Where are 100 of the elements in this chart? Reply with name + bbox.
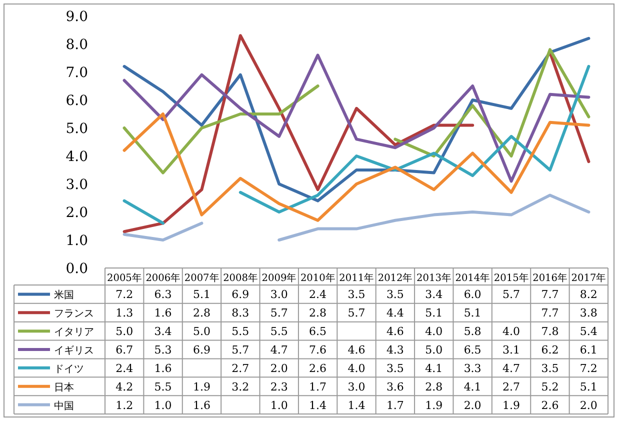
x-tick-label: 2011年 (339, 272, 375, 284)
legend-label: 中国 (54, 400, 74, 412)
data-label: 6.7 (116, 344, 134, 356)
data-label: 6.9 (192, 344, 210, 356)
data-label: 5.2 (541, 380, 559, 394)
y-tick-label: 7.0 (66, 65, 88, 81)
data-label: 5.1 (464, 306, 482, 320)
x-tick-label: 2014年 (455, 272, 491, 284)
data-label: 1.6 (192, 398, 210, 412)
data-label: 4.4 (386, 306, 404, 320)
x-tick-label: 2013年 (416, 272, 452, 284)
y-tick-label: 3.0 (66, 177, 88, 193)
data-label: 4.7 (270, 344, 288, 356)
data-label: 4.0 (425, 325, 443, 338)
data-label: 5.8 (464, 325, 482, 338)
legend-label: ドイツ (54, 364, 84, 375)
data-label: 4.1 (425, 362, 443, 375)
data-label: 2.7 (232, 362, 250, 375)
data-label: 3.5 (386, 362, 404, 375)
data-label: 3.5 (541, 362, 559, 375)
x-tick-label: 2006年 (146, 272, 182, 284)
data-label: 5.3 (154, 344, 172, 356)
data-label: 6.1 (580, 344, 598, 356)
data-label: 2.7 (502, 380, 520, 394)
data-label: 5.5 (154, 380, 172, 394)
data-label: 1.9 (192, 380, 210, 394)
data-label: 5.0 (425, 344, 443, 356)
data-label: 1.7 (386, 398, 404, 412)
data-label: 7.7 (541, 288, 559, 302)
x-tick-label: 2017年 (571, 272, 607, 284)
data-label: 4.0 (502, 325, 520, 338)
y-tick-label: 9.0 (66, 9, 88, 25)
data-label: 2.0 (464, 398, 482, 412)
x-tick-label: 2009年 (262, 272, 298, 284)
data-label: 5.7 (270, 306, 288, 320)
data-label: 1.2 (116, 398, 134, 412)
data-label: 5.1 (580, 380, 598, 394)
legend-label: イギリス (54, 344, 94, 356)
data-label: 7.7 (541, 306, 559, 320)
data-label: 5.1 (192, 288, 210, 302)
data-label: 6.5 (309, 325, 327, 338)
data-label: 2.6 (541, 398, 559, 412)
data-label: 1.6 (154, 362, 172, 375)
data-label: 1.4 (348, 398, 366, 412)
data-label: 3.4 (154, 325, 172, 338)
data-label: 2.8 (192, 306, 210, 320)
data-label: 1.9 (502, 398, 520, 412)
data-label: 5.7 (232, 344, 250, 356)
data-label: 1.0 (270, 398, 288, 412)
data-label: 1.9 (425, 398, 443, 412)
data-label: 4.3 (386, 344, 404, 356)
data-label: 5.1 (425, 306, 443, 320)
data-label: 2.8 (425, 380, 443, 394)
data-label: 5.7 (502, 288, 520, 302)
data-label: 3.5 (386, 288, 404, 302)
legend-label: フランス (54, 308, 94, 320)
legend-label: 米国 (54, 289, 74, 302)
data-label: 1.6 (154, 306, 172, 320)
y-tick-label: 2.0 (66, 205, 88, 221)
data-label: 3.0 (348, 380, 366, 394)
data-label: 7.8 (541, 325, 559, 338)
y-tick-label: 1.0 (66, 233, 88, 249)
data-label: 3.8 (580, 306, 598, 320)
data-label: 3.4 (425, 288, 443, 302)
data-label: 7.2 (580, 362, 598, 375)
x-tick-label: 2010年 (300, 272, 336, 284)
x-tick-label: 2012年 (378, 272, 414, 284)
data-label: 3.1 (502, 344, 520, 356)
data-label: 1.4 (309, 398, 327, 412)
y-tick-label: 8.0 (66, 37, 88, 53)
data-label: 1.3 (116, 306, 134, 320)
x-tick-label: 2007年 (184, 272, 220, 284)
x-tick-label: 2015年 (494, 272, 530, 284)
data-label: 5.5 (270, 325, 288, 338)
data-label: 8.2 (580, 288, 598, 302)
y-tick-label: 5.0 (66, 121, 88, 137)
data-label: 1.0 (154, 398, 172, 412)
data-label: 2.4 (116, 362, 134, 375)
y-tick-label: 6.0 (66, 93, 88, 109)
data-label: 6.3 (154, 288, 172, 302)
legend-label: イタリア (54, 327, 94, 338)
data-label: 4.0 (348, 362, 366, 375)
data-label: 6.0 (464, 288, 482, 302)
data-label: 5.4 (580, 325, 598, 338)
x-tick-label: 2008年 (223, 272, 259, 284)
data-label: 4.6 (348, 344, 366, 356)
data-label: 2.8 (309, 306, 327, 320)
data-label: 5.0 (116, 325, 134, 338)
line-series (122, 112, 590, 222)
data-label: 7.2 (116, 288, 134, 302)
data-label: 4.1 (464, 380, 482, 394)
data-label: 5.5 (232, 325, 250, 338)
legend-label: 日本 (54, 381, 74, 394)
data-label: 2.0 (580, 398, 598, 412)
data-label: 7.6 (309, 344, 327, 356)
data-label: 3.5 (348, 288, 366, 302)
data-label: 5.7 (348, 306, 366, 320)
y-tick-label: 0.0 (66, 261, 88, 277)
data-label: 6.5 (464, 344, 482, 356)
data-label: 2.6 (309, 362, 327, 375)
